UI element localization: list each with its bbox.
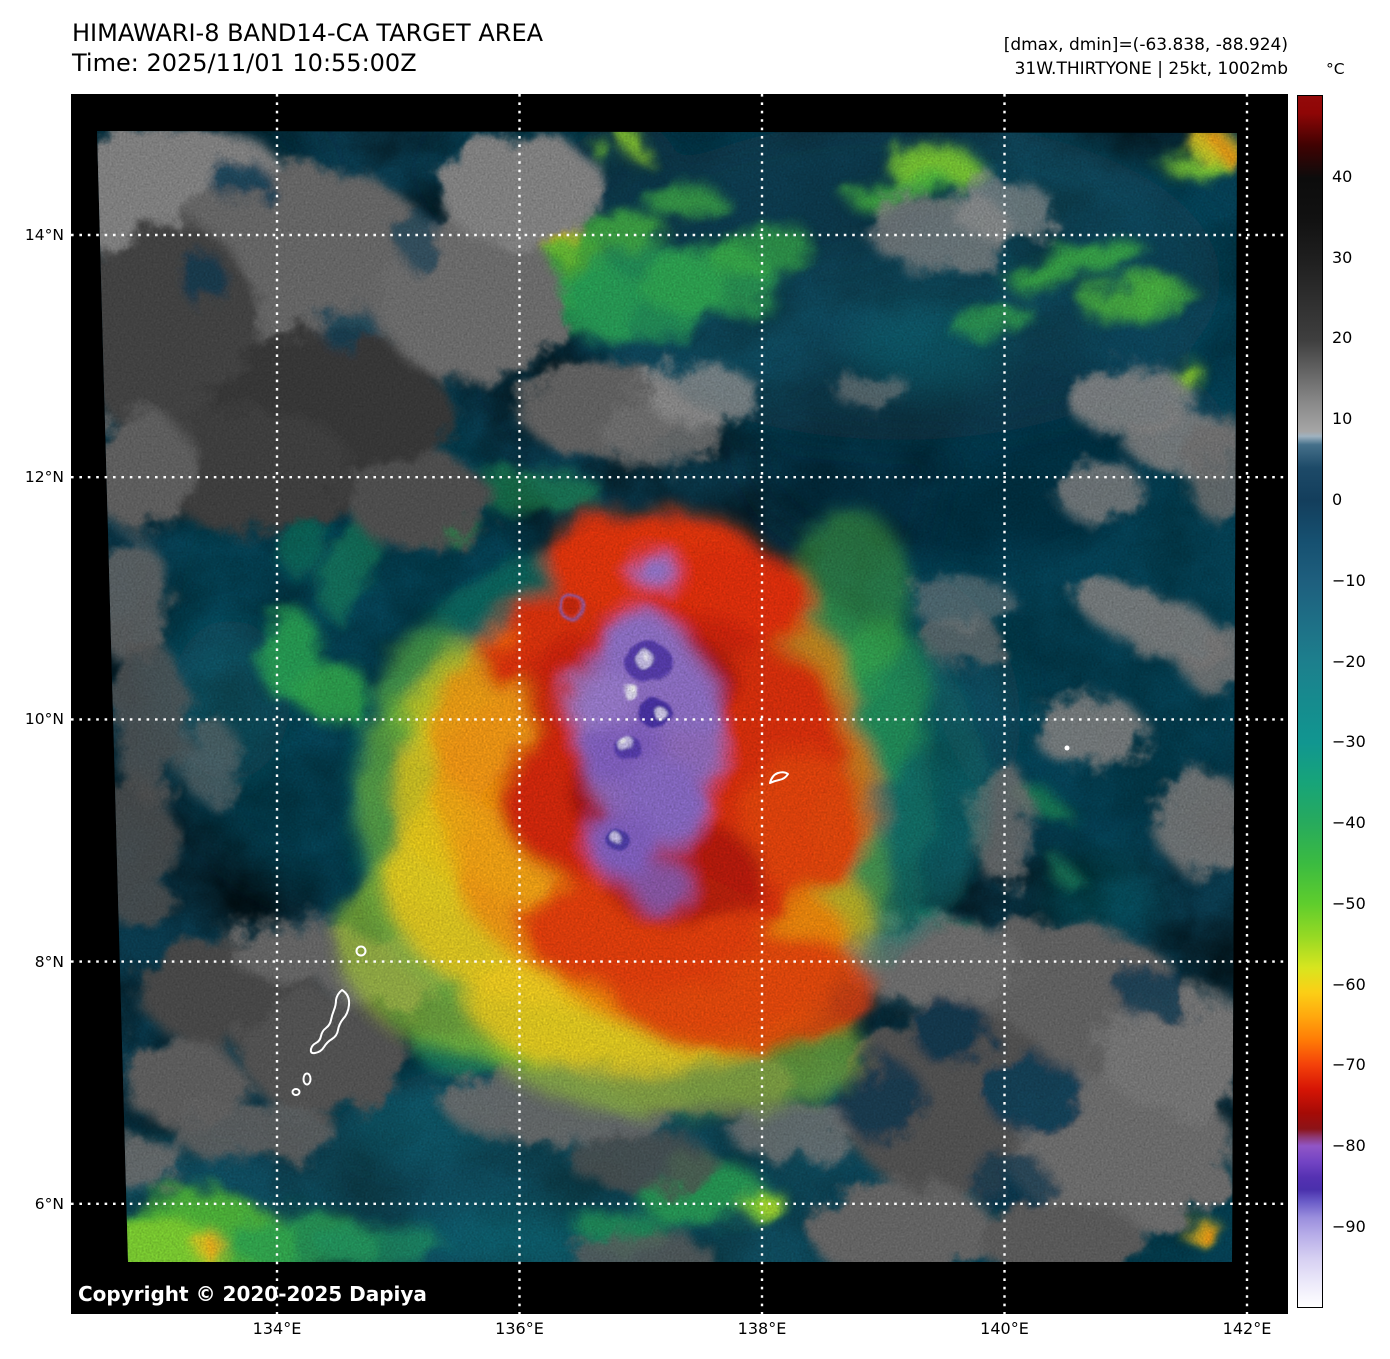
copyright-watermark: Copyright © 2020-2025 Dapiya xyxy=(78,1282,427,1306)
longitude-tick-label: 140°E xyxy=(980,1319,1029,1338)
small-island-coastline xyxy=(769,771,789,784)
title-line1: HIMAWARI-8 BAND14-CA TARGET AREA xyxy=(72,19,544,47)
colorbar-tick-label: 30 xyxy=(1332,247,1353,267)
latitude-tick-label: 10°N xyxy=(24,710,64,729)
longitude-tick-label: 134°E xyxy=(252,1319,302,1338)
colorbar-unit-label: °C xyxy=(1326,60,1345,78)
longitude-tick-label: 138°E xyxy=(737,1319,787,1338)
longitude-tick-label: 136°E xyxy=(495,1319,544,1338)
figure-title: HIMAWARI-8 BAND14-CA TARGET AREA Time: 20… xyxy=(72,18,543,78)
colorbar-tick-label: 20 xyxy=(1332,328,1353,348)
coastline-overlay xyxy=(291,745,1070,1096)
latitude-tick-label: 6°N xyxy=(34,1194,64,1213)
colorbar-tick-label: −40 xyxy=(1332,813,1366,833)
title-line2: Time: 2025/11/01 10:55:00Z xyxy=(72,49,417,77)
colorbar-tick-label: −60 xyxy=(1332,974,1366,994)
colorbar-tick-label: −50 xyxy=(1332,893,1366,913)
colorbar-tick-label: 10 xyxy=(1332,409,1353,429)
storm-id-intensity: 31W.THIRTYONE | 25kt, 1002mb xyxy=(1014,59,1288,79)
latitude-tick-label: 8°N xyxy=(34,952,64,971)
dmax-dmin-readout: [dmax, dmin]=(-63.838, -88.924) xyxy=(1003,35,1288,55)
latlon-gridlines xyxy=(71,94,1288,1314)
colorbar-tick-label: 40 xyxy=(1332,166,1353,186)
colorbar-tick-label: −90 xyxy=(1332,1216,1366,1236)
colorbar-tick-label: −70 xyxy=(1332,1055,1366,1075)
colorbar-tick-label: −10 xyxy=(1332,570,1366,590)
colorbar-tick-label: −20 xyxy=(1332,651,1366,671)
palau-coastline xyxy=(309,989,351,1055)
latitude-tick-label: 14°N xyxy=(24,226,64,244)
temperature-colorbar xyxy=(1297,95,1323,1308)
latitude-tick-label: 12°N xyxy=(24,468,64,487)
longitude-tick-label: 142°E xyxy=(1222,1319,1272,1338)
satellite-image xyxy=(97,131,1237,1262)
storm-info: [dmax, dmin]=(-63.838, -88.924) 31W.THIRT… xyxy=(1004,33,1288,81)
colorbar-tick-label: −80 xyxy=(1332,1136,1366,1156)
colorbar-tick-label: 0 xyxy=(1332,490,1343,509)
colorbar-tick-label: −30 xyxy=(1332,732,1366,752)
